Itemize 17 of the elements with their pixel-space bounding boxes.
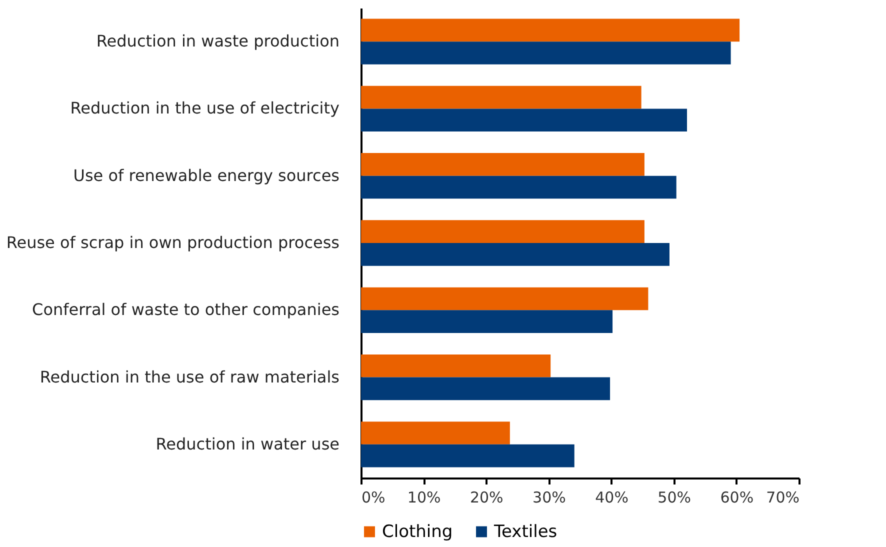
y-tick-label: Use of renewable energy sources (73, 166, 340, 185)
x-tick-label: 50% (658, 488, 692, 506)
x-tick-label: 10% (407, 488, 441, 506)
y-tick-label: Reduction in the use of electricity (70, 98, 340, 118)
x-tick-label: 30% (532, 488, 566, 506)
y-tick-label: Reduction in waste production (96, 32, 340, 51)
y-tick-label: Reduction in the use of raw materials (40, 367, 340, 386)
y-tick-label: Reuse of scrap in own production process (6, 233, 340, 252)
y-tick-label: Conferral of waste to other companies (32, 300, 340, 320)
x-tick-label: 20% (470, 488, 504, 506)
y-tick-label: Reduction in water use (156, 434, 340, 454)
x-tick-label: 0% (362, 488, 386, 506)
x-tick-label: 70% (766, 488, 800, 506)
legend-label: Clothing (382, 522, 453, 542)
x-tick-label: 60% (720, 488, 754, 506)
legend-label: Textiles (493, 522, 558, 542)
x-tick-label: 40% (595, 488, 628, 506)
